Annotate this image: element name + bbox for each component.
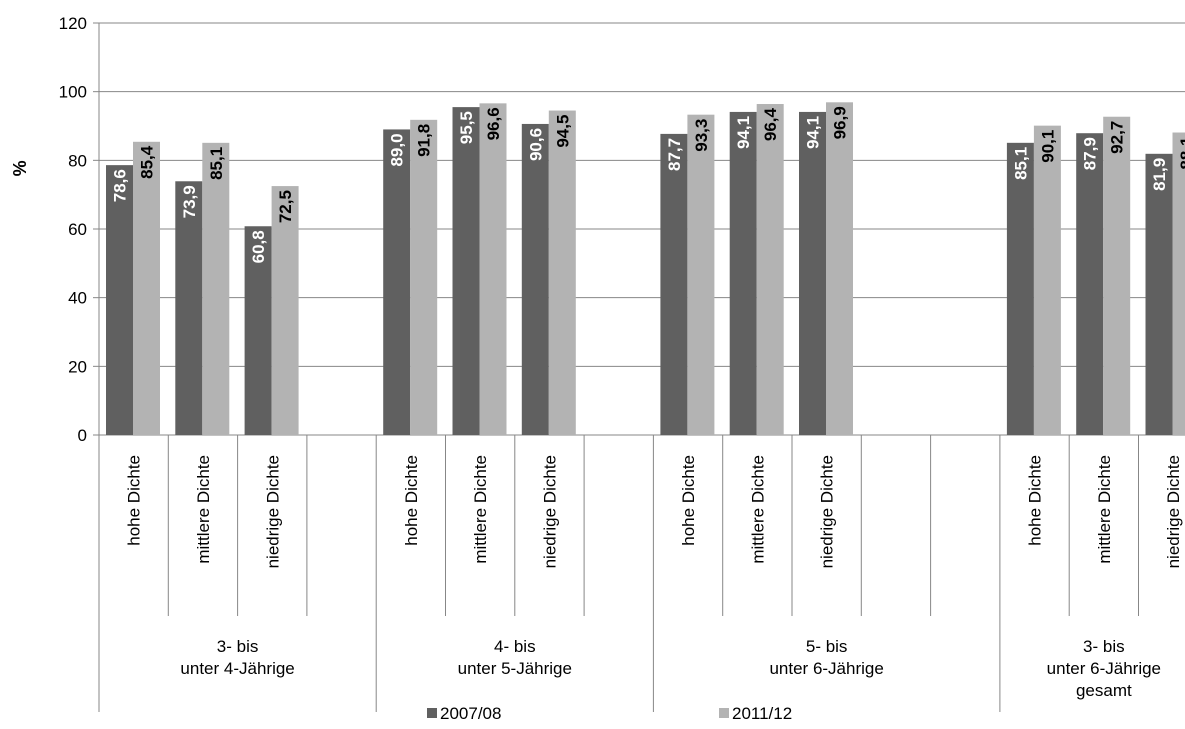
category-label: hohe Dichte [125, 455, 144, 546]
y-tick-label: 100 [59, 83, 87, 102]
group-label: 3- bis [1083, 637, 1125, 656]
bar-2011-12 [1034, 126, 1061, 435]
bar-2007-08 [1007, 143, 1034, 435]
group-label: 5- bis [806, 637, 848, 656]
group-label: 4- bis [494, 637, 536, 656]
data-label-2007-08: 94,1 [804, 116, 823, 149]
data-label-2011-12: 91,8 [415, 124, 434, 157]
bar-2011-12 [202, 143, 229, 435]
bar-2007-08 [1076, 133, 1103, 435]
legend-label-2007-08: 2007/08 [440, 704, 501, 723]
y-tick-label: 120 [59, 14, 87, 33]
data-label-2011-12: 96,6 [484, 107, 503, 140]
group-label: unter 4-Jährige [180, 659, 294, 678]
legend-swatch-2011-12 [719, 708, 729, 718]
bar-2011-12 [757, 104, 784, 435]
data-label-2011-12: 90,1 [1038, 130, 1057, 163]
bar-2007-08 [453, 107, 480, 435]
data-label-2007-08: 90,6 [526, 128, 545, 161]
category-label: niedrige Dichte [818, 455, 837, 568]
data-label-2007-08: 95,5 [457, 111, 476, 144]
data-label-2007-08: 73,9 [180, 185, 199, 218]
category-label: mittlere Dichte [471, 455, 490, 564]
y-tick-label: 80 [68, 151, 87, 170]
bar-2011-12 [1103, 117, 1130, 435]
legend-label-2011-12: 2011/12 [732, 704, 792, 723]
bar-2007-08 [106, 165, 133, 435]
category-label: hohe Dichte [679, 455, 698, 546]
y-tick-label: 60 [68, 220, 87, 239]
group-label: unter 6-Jährige [1047, 659, 1161, 678]
data-label-2011-12: 94,5 [553, 115, 572, 148]
y-tick-label: 20 [68, 357, 87, 376]
data-label-2007-08: 87,7 [665, 138, 684, 171]
category-label: hohe Dichte [1026, 455, 1045, 546]
data-label-2011-12: 88,1 [1177, 137, 1185, 170]
bar-2007-08 [522, 124, 549, 435]
data-label-2007-08: 94,1 [734, 116, 753, 149]
bar-2011-12 [133, 142, 160, 435]
category-label: hohe Dichte [402, 455, 421, 546]
bar-2007-08 [730, 112, 757, 435]
bar-2011-12 [1173, 133, 1185, 435]
data-label-2007-08: 89,0 [388, 133, 407, 166]
bar-2007-08 [1146, 154, 1173, 435]
data-label-2007-08: 85,1 [1011, 147, 1030, 180]
data-label-2011-12: 85,4 [138, 145, 157, 179]
data-label-2011-12: 96,4 [761, 107, 780, 141]
bar-2011-12 [410, 120, 437, 435]
y-axis-title: % [10, 160, 30, 176]
data-label-2007-08: 60,8 [249, 230, 268, 263]
category-label: mittlere Dichte [1095, 455, 1114, 564]
data-label-2011-12: 85,1 [207, 147, 226, 180]
category-label: mittlere Dichte [748, 455, 767, 564]
category-label: niedrige Dichte [540, 455, 559, 568]
data-label-2011-12: 92,7 [1108, 121, 1127, 154]
legend-swatch-2007-08 [427, 708, 437, 718]
data-label-2007-08: 87,9 [1081, 137, 1100, 170]
group-label: unter 6-Jährige [769, 659, 883, 678]
data-label-2011-12: 96,9 [831, 106, 850, 139]
bar-2007-08 [660, 134, 687, 435]
group-label: 3- bis [217, 637, 259, 656]
bar-2011-12 [549, 111, 576, 435]
group-label: unter 5-Jährige [458, 659, 572, 678]
data-label-2007-08: 78,6 [111, 169, 130, 202]
category-label: niedrige Dichte [263, 455, 282, 568]
data-label-2011-12: 93,3 [692, 119, 711, 152]
data-label-2007-08: 81,9 [1150, 158, 1169, 191]
bar-2011-12 [826, 102, 853, 435]
bar-2007-08 [383, 129, 410, 435]
category-label: niedrige Dichte [1164, 455, 1183, 568]
bar-2011-12 [687, 115, 714, 435]
data-label-2011-12: 72,5 [276, 190, 295, 223]
bar-2011-12 [480, 103, 507, 435]
y-tick-label: 0 [78, 426, 87, 445]
bar-2007-08 [799, 112, 826, 435]
category-label: mittlere Dichte [194, 455, 213, 564]
group-label: gesamt [1076, 681, 1132, 700]
y-tick-label: 40 [68, 289, 87, 308]
